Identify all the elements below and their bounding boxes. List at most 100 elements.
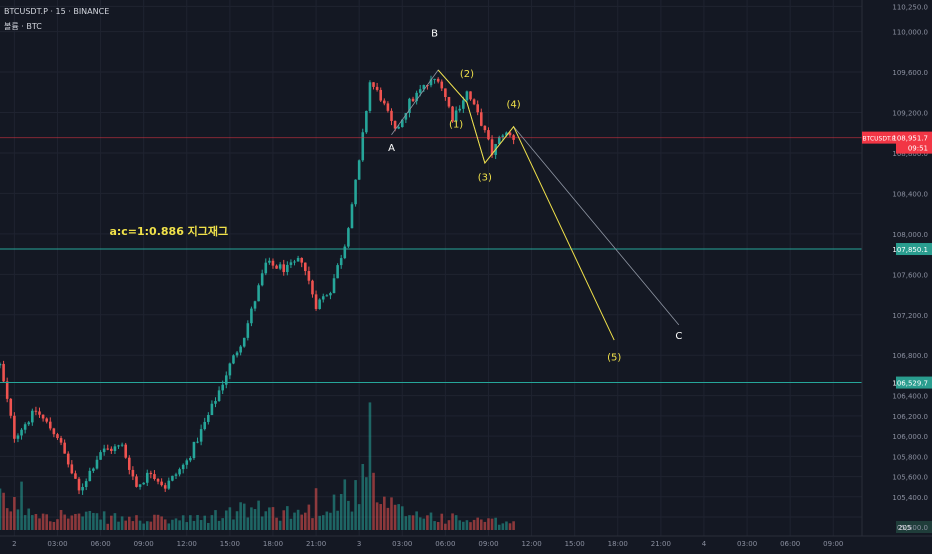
- candle-body: [307, 271, 311, 281]
- candle: [34, 406, 38, 416]
- wave-12345-line: [437, 69, 615, 341]
- candle-body: [404, 113, 408, 120]
- time-tick-label: 15:00: [565, 540, 585, 548]
- candle: [23, 422, 27, 434]
- volume-bar: [429, 512, 433, 530]
- candle-body: [102, 448, 106, 453]
- volume-bar: [426, 515, 429, 530]
- volume-bar: [314, 488, 318, 530]
- candle: [242, 337, 246, 348]
- candle: [469, 91, 472, 101]
- candle: [354, 179, 357, 207]
- volume-bar: [418, 517, 422, 530]
- candle-body: [56, 434, 59, 439]
- volume-bar: [311, 518, 314, 530]
- volume-bar: [505, 521, 508, 530]
- volume-bar: [282, 510, 286, 530]
- volume-bar: [479, 519, 483, 530]
- time-tick-label: 18:00: [608, 540, 628, 548]
- candle: [52, 427, 56, 438]
- candle: [465, 90, 469, 104]
- candle-body: [275, 265, 278, 269]
- volume-bars: [0, 402, 515, 530]
- candle-body: [217, 390, 221, 401]
- candle-body: [149, 472, 153, 475]
- volume-bar: [174, 518, 178, 530]
- volume-bar: [325, 511, 329, 530]
- volume-bar: [203, 515, 207, 530]
- volume-bar: [289, 518, 293, 530]
- time-tick-label: 12:00: [521, 540, 541, 548]
- volume-bar: [156, 514, 160, 530]
- volume-bar: [318, 515, 321, 530]
- candle-body: [34, 410, 38, 412]
- price-tick-label: 106,400.0: [892, 393, 928, 401]
- candle: [271, 258, 275, 269]
- volume-bar: [268, 507, 271, 530]
- volume-bar: [271, 507, 275, 530]
- volume-bar: [217, 520, 221, 530]
- candle-body: [318, 299, 321, 309]
- volume-bar: [45, 514, 48, 530]
- candle: [74, 470, 77, 479]
- volume-bar: [490, 518, 494, 530]
- candle: [329, 291, 332, 300]
- candle-body: [189, 457, 192, 461]
- volume-bar: [63, 514, 66, 530]
- price-tick-label: 108,800.0: [892, 150, 928, 158]
- candle-body: [365, 110, 368, 133]
- volume-bar: [145, 521, 149, 530]
- volume-bar: [128, 516, 131, 530]
- volume-bar: [16, 509, 20, 530]
- volume-bar: [192, 520, 196, 530]
- candle: [110, 446, 113, 454]
- volume-bar: [149, 521, 153, 530]
- candle: [48, 417, 52, 431]
- candle-body: [235, 352, 239, 356]
- candle-body: [221, 384, 224, 391]
- candle: [325, 294, 329, 297]
- candle-body: [45, 418, 48, 422]
- candle-body: [124, 444, 128, 458]
- candle-body: [232, 355, 235, 364]
- candle-body: [0, 363, 2, 366]
- candle: [63, 439, 66, 454]
- candle: [476, 100, 479, 116]
- candle: [361, 128, 365, 162]
- candle: [95, 455, 99, 470]
- candle-body: [501, 135, 505, 138]
- candle: [303, 262, 307, 276]
- volume-bar: [77, 513, 81, 530]
- volume-bar: [444, 523, 447, 530]
- volume-bar: [160, 516, 163, 530]
- candle: [145, 469, 149, 486]
- candle-body: [411, 98, 415, 102]
- candle: [257, 283, 260, 302]
- volume-badge-label: 205: [898, 524, 911, 532]
- symbol-title: BTCUSDT.P · 15 · BINANCE: [4, 7, 110, 16]
- candle-body: [142, 482, 145, 485]
- candle-body: [199, 429, 203, 442]
- volume-bar: [207, 522, 210, 530]
- candle: [88, 467, 92, 482]
- symbol-badge: [862, 131, 896, 144]
- candle: [153, 470, 156, 481]
- current-price-badge: [896, 131, 932, 154]
- candle: [142, 482, 145, 485]
- candle: [451, 105, 454, 123]
- candle-body: [465, 91, 469, 101]
- volume-bar: [440, 513, 444, 530]
- price-tick-label: 108,000.0: [892, 231, 928, 239]
- candle: [253, 300, 257, 312]
- volume-bar: [253, 509, 257, 530]
- candle: [411, 96, 415, 103]
- candle-body: [383, 100, 386, 104]
- volume-bar: [422, 518, 426, 530]
- candle: [185, 458, 189, 469]
- candle-body: [250, 308, 253, 324]
- price-tick-label: 107,600.0: [892, 271, 928, 279]
- candle-body: [239, 346, 242, 353]
- volume-bar: [404, 516, 408, 530]
